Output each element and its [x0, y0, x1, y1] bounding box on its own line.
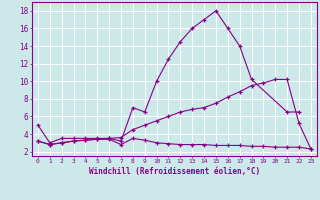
X-axis label: Windchill (Refroidissement éolien,°C): Windchill (Refroidissement éolien,°C)	[89, 167, 260, 176]
